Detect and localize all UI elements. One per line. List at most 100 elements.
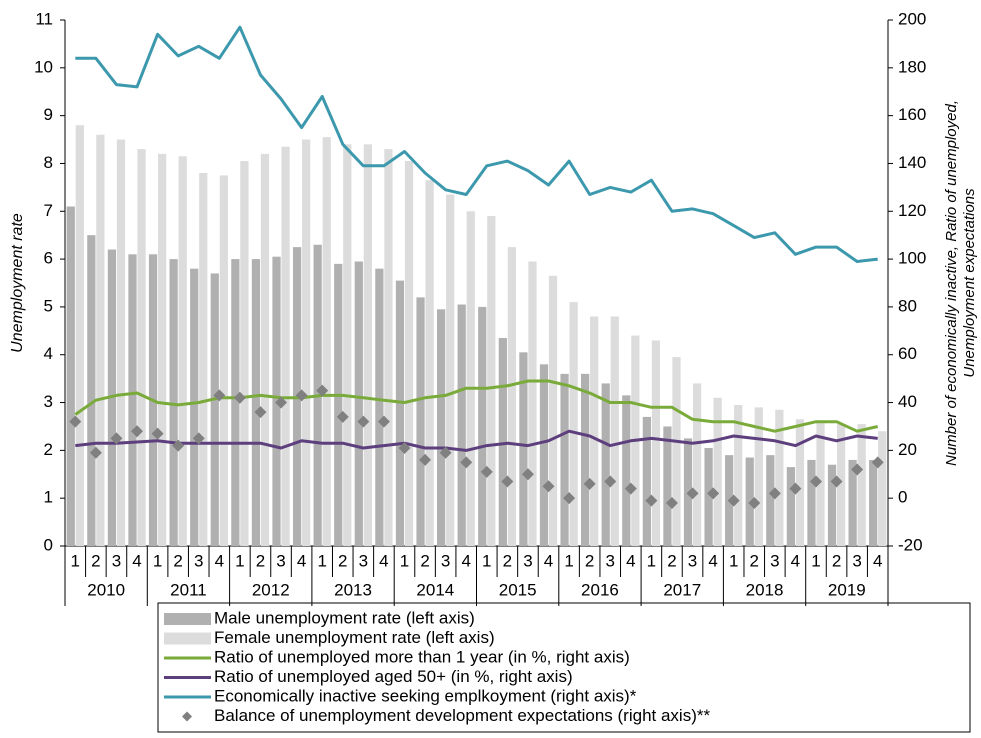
y-axis-label: Unemployment rate [9, 213, 26, 353]
scatter-point [809, 475, 822, 488]
x-group-label: 2017 [663, 580, 701, 599]
x-tick-label: 4 [379, 551, 388, 570]
bar [231, 259, 240, 546]
y2-tick-label: -20 [898, 535, 923, 554]
scatter-point [604, 475, 617, 488]
x-tick-label: 3 [688, 551, 697, 570]
x-group-label: 2010 [87, 580, 125, 599]
x-tick-label: 3 [194, 551, 203, 570]
line-series [74, 379, 879, 433]
legend-label: Female unemployment rate (left axis) [214, 628, 495, 647]
bar [425, 180, 434, 546]
scatter-point [69, 415, 82, 428]
x-tick-label: 2 [585, 551, 594, 570]
x-tick-label: 1 [71, 551, 80, 570]
bar [692, 383, 702, 546]
bar [436, 309, 446, 546]
scatter-point [768, 487, 781, 500]
x-tick-label: 2 [173, 551, 182, 570]
bar [363, 144, 372, 546]
bar [590, 316, 599, 546]
scatter-point [316, 384, 329, 397]
legend-swatch [164, 632, 211, 645]
x-tick-label: 1 [482, 551, 491, 570]
scatter-point [645, 494, 658, 507]
scatter-point [151, 427, 164, 440]
bar [446, 194, 455, 546]
bar [302, 139, 311, 546]
legend-label: Balance of unemployment development expe… [214, 706, 710, 725]
bar [569, 302, 578, 546]
x-tick-label: 4 [791, 551, 800, 570]
bar [260, 153, 270, 546]
scatter-point [665, 496, 678, 509]
x-tick-label: 2 [750, 551, 759, 570]
x-tick-label: 3 [359, 551, 368, 570]
bar [704, 447, 713, 546]
scatter-point [748, 496, 761, 509]
bar [169, 259, 178, 546]
bar [560, 373, 569, 546]
bar [416, 297, 425, 546]
x-tick-label: 1 [317, 551, 326, 570]
y-tick-label: 6 [44, 249, 53, 268]
bar [610, 316, 619, 546]
y-tick-label: 4 [44, 344, 53, 363]
y2-tick-label: 100 [898, 249, 926, 268]
legend-label: Economically inactive seeking emplkoymen… [214, 686, 637, 705]
y-tick-label: 2 [44, 440, 53, 459]
bar [848, 459, 857, 546]
bar [713, 397, 722, 546]
bar [478, 306, 487, 546]
y-tick-label: 8 [44, 153, 53, 172]
scatter-point [336, 410, 349, 423]
bar [116, 139, 126, 546]
y-tick-label: 11 [35, 9, 53, 28]
bar [466, 211, 475, 547]
x-tick-label: 2 [667, 551, 676, 570]
bar [219, 175, 228, 546]
bar [457, 304, 466, 546]
bar [734, 404, 743, 546]
x-tick-label: 2 [503, 551, 512, 570]
x-tick-label: 3 [112, 551, 121, 570]
scatter-point [707, 487, 720, 500]
bar [210, 273, 219, 546]
scatter-point [295, 389, 308, 402]
bar [622, 395, 631, 546]
y2-axis-label: Unemployment expectations [961, 188, 978, 378]
x-tick-label: 2 [338, 551, 347, 570]
x-group-label: 2016 [581, 580, 619, 599]
x-tick-label: 2 [91, 551, 100, 570]
bar [96, 134, 105, 546]
legend-box [157, 602, 971, 733]
bar [75, 125, 84, 546]
scatter-point [192, 432, 205, 445]
bar [343, 144, 352, 546]
scatter-point [624, 482, 637, 495]
x-group-label: 2015 [499, 580, 537, 599]
y-tick-label: 9 [44, 105, 53, 124]
bar [672, 357, 681, 546]
bar [498, 337, 507, 546]
x-tick-label: 3 [276, 551, 285, 570]
scatter-point [871, 456, 884, 469]
y2-tick-label: 40 [898, 392, 917, 411]
x-tick-label: 3 [770, 551, 779, 570]
bar [87, 235, 96, 546]
x-tick-label: 2 [832, 551, 841, 570]
x-group-label: 2013 [334, 580, 372, 599]
bar [384, 149, 393, 547]
scatter-point [213, 389, 226, 402]
bar [487, 216, 496, 546]
scatter-point [727, 494, 740, 507]
x-group-label: 2019 [828, 580, 866, 599]
legend-swatch [182, 711, 192, 722]
bar [128, 254, 137, 547]
bar [754, 407, 763, 546]
x-group-label: 2014 [416, 580, 454, 599]
bar [66, 206, 75, 546]
bar [651, 340, 661, 546]
y-tick-label: 10 [34, 57, 53, 76]
